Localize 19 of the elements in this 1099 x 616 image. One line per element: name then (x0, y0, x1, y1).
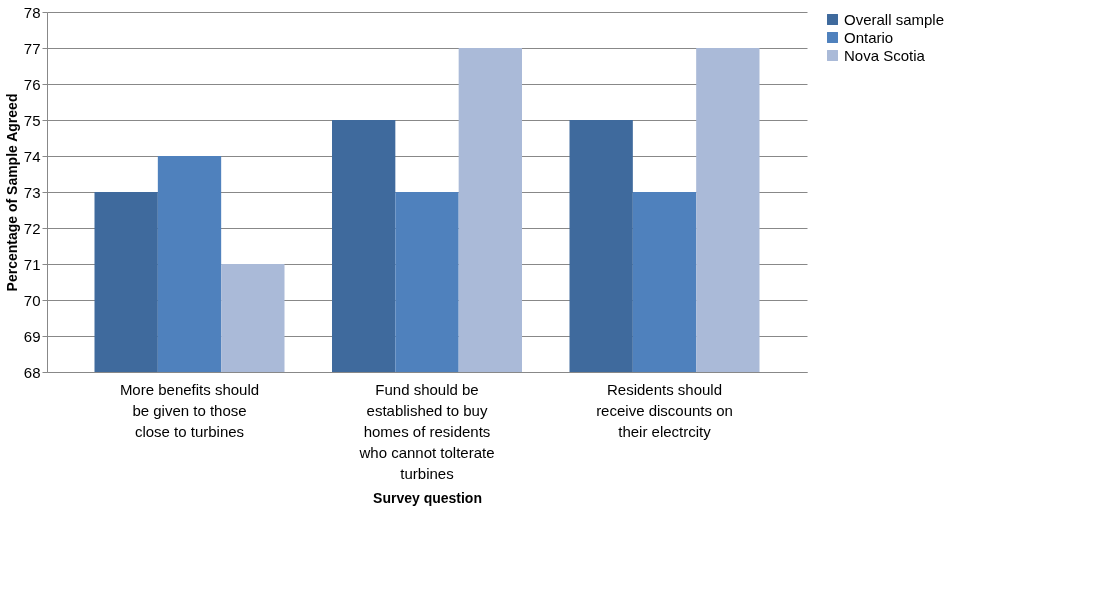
x-axis-title: Survey question (373, 489, 482, 506)
y-tick-label: 72 (23, 219, 41, 237)
y-tick-label: 69 (23, 327, 41, 345)
y-axis-title: Percentage of Sample Agreed (3, 93, 20, 292)
y-tick-label: 77 (23, 39, 41, 57)
legend-label: Nova Scotia (844, 46, 926, 64)
legend-label: Overall sample (844, 10, 945, 28)
y-tick-label: 68 (23, 363, 41, 381)
y-tick-label: 75 (23, 111, 41, 129)
y-tick-label: 76 (23, 75, 41, 93)
y-tick-label: 74 (23, 147, 41, 165)
y-tick-label: 71 (23, 255, 41, 273)
x-tick-label: Fund should be established to buy homes of residents who cannot tolterate turbines (358, 380, 495, 482)
y-tick-label: 78 (23, 3, 41, 21)
legend-label: Ontario (844, 28, 894, 46)
y-tick-label: 73 (23, 183, 41, 201)
y-tick-label: 70 (23, 291, 41, 309)
x-tick-label: Residents should receive discounts on their electrcity (596, 380, 733, 440)
x-tick-label: More benefits should be given to those close to turbines (119, 380, 260, 440)
